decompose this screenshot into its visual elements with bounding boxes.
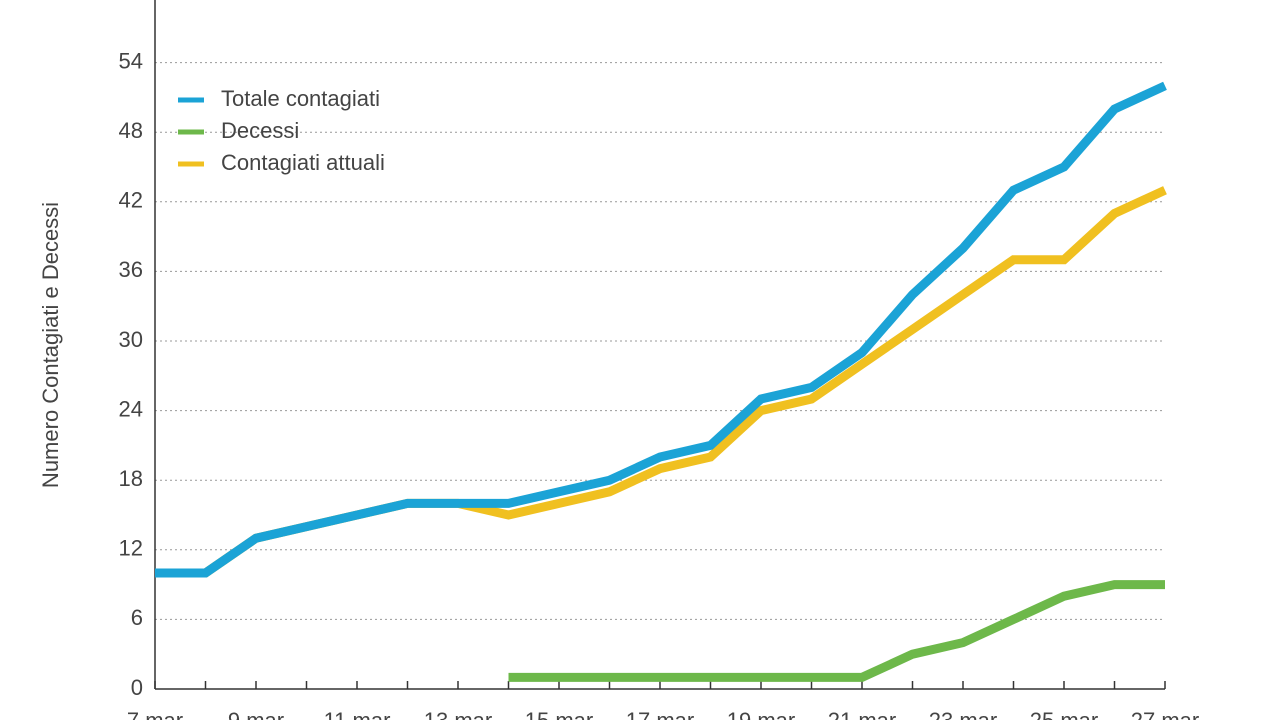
y-tick-label: 12	[119, 536, 143, 561]
legend-label: Totale contagiati	[221, 86, 380, 111]
x-tick-label: 27 mar	[1131, 708, 1199, 720]
x-tick-label: 23 mar	[929, 708, 997, 720]
series-line	[155, 81, 1167, 578]
series-line	[508, 580, 1165, 682]
x-tick-label: 9 mar	[228, 708, 284, 720]
legend-label: Contagiati attuali	[221, 150, 385, 175]
y-tick-label: 54	[119, 48, 143, 73]
x-tick-label: 17 mar	[626, 708, 694, 720]
x-tick-label: 13 mar	[424, 708, 492, 720]
x-tick-label: 19 mar	[727, 708, 795, 720]
legend-label: Decessi	[221, 118, 299, 143]
x-tick-label: 25 mar	[1030, 708, 1098, 720]
series-line	[155, 186, 1167, 578]
y-tick-label: 48	[119, 118, 143, 143]
x-tick-label: 7 mar	[127, 708, 183, 720]
x-tick-label: 15 mar	[525, 708, 593, 720]
y-tick-label: 24	[119, 396, 143, 421]
y-tick-label: 0	[131, 675, 143, 700]
x-tick-label: 11 mar	[324, 708, 391, 720]
y-tick-label: 36	[119, 257, 143, 282]
x-tick-label: 21 mar	[828, 708, 896, 720]
y-axis-label: Numero Contagiati e Decessi	[38, 202, 63, 488]
y-tick-label: 30	[119, 327, 143, 352]
y-tick-label: 6	[131, 605, 143, 630]
y-tick-label: 60	[119, 0, 143, 4]
y-tick-label: 42	[119, 188, 143, 213]
y-tick-label: 18	[119, 466, 143, 491]
